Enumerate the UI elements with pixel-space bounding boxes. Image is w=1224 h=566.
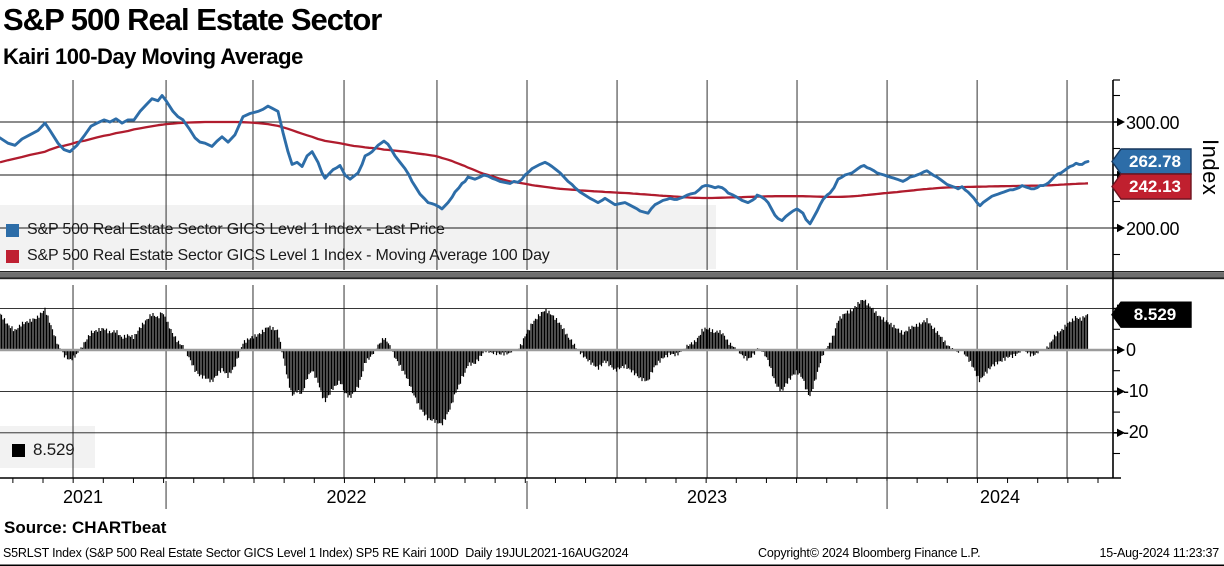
x-axis-label-2021: 2021 (62, 487, 104, 507)
moving-average-line (0, 120, 1089, 200)
last-price-swatch (6, 223, 19, 237)
source-note: Source: CHARTbeat (4, 518, 167, 537)
legend-kairi: 8.529 (12, 440, 75, 460)
legend-kairi-value: 8.529 (33, 440, 75, 459)
kairi-value-tag: 8.529 (1133, 305, 1177, 324)
price-line (0, 94, 1090, 226)
axis-tick-arrow (1117, 345, 1125, 355)
axis-tick-arrow (1117, 428, 1125, 437)
moving-average-swatch (6, 249, 19, 263)
window-bottom-edge (0, 564, 1224, 566)
top-legend-box (0, 205, 716, 269)
axis-tick-arrow (1117, 387, 1125, 396)
panel-divider-bottom-edge (0, 277, 1224, 280)
last-price-tag: 262.78 (1129, 152, 1181, 171)
axis-tick-arrow (1117, 117, 1125, 127)
y-axis-label-neg20: -20 (1123, 422, 1149, 442)
moving-average-tag-shape (1111, 173, 1192, 200)
x-axis-label-2024: 2024 (979, 487, 1021, 507)
footer-copyright: Copyright© 2024 Bloomberg Finance L.P. (758, 546, 981, 560)
panel-divider (0, 272, 1224, 278)
legend-last-price: S&P 500 Real Estate Sector GICS Level 1 … (6, 221, 445, 239)
kairi-swatch (12, 443, 25, 457)
axis-tick-arrow (1117, 223, 1125, 233)
x-axis-label-2022: 2022 (326, 487, 367, 507)
footer-timestamp: 15-Aug-2024 11:23:37 (1099, 546, 1220, 560)
legend-moving-average-label: S&P 500 Real Estate Sector GICS Level 1 … (27, 247, 550, 264)
y-axis-label-200: 200.00 (1126, 219, 1180, 239)
legend-moving-average: S&P 500 Real Estate Sector GICS Level 1 … (6, 247, 550, 265)
y-axis-label-300: 300.00 (1126, 113, 1180, 133)
x-axis-label-2023: 2023 (687, 487, 728, 507)
last-price-tag-shape (1111, 148, 1192, 175)
page-title: S&P 500 Real Estate Sector (3, 2, 382, 37)
kairi-bars (0, 299, 1089, 426)
footer-ticker-info: S5RLST Index (S&P 500 Real Estate Sector… (3, 546, 629, 560)
legend-last-price-label: S&P 500 Real Estate Sector GICS Level 1 … (27, 221, 445, 238)
y-axis-label-neg10: -10 (1123, 381, 1149, 401)
moving-average-tag: 242.13 (1129, 177, 1181, 196)
y-axis-label-0: 0 (1126, 340, 1136, 360)
y-axis-title-index: Index (1198, 139, 1223, 196)
panel-divider-top-edge (0, 271, 1224, 273)
page-subtitle: Kairi 100-Day Moving Average (3, 44, 303, 69)
kairi-tag-shape (1111, 301, 1192, 328)
